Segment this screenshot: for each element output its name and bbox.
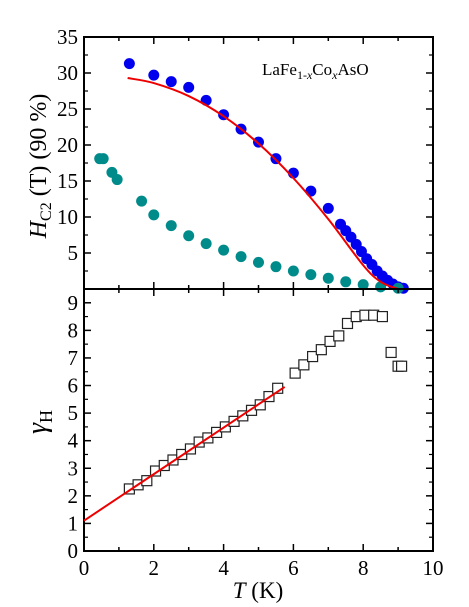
data-point-series-2 (340, 276, 352, 288)
data-point-square (385, 346, 397, 359)
y-tick-label: 2 (68, 484, 79, 508)
y-tick-label: 25 (57, 97, 78, 121)
data-point-series-2 (97, 153, 109, 165)
upper-y-axis-label: HC2 (T) (90 %) (26, 94, 55, 240)
lower-y-axis-label: γH (22, 410, 56, 434)
data-point-square (306, 350, 319, 363)
x-tick-label: 6 (288, 556, 299, 580)
x-tick-label: 2 (149, 556, 160, 580)
data-point-square (395, 360, 408, 372)
data-point-series-2 (200, 238, 212, 250)
y-tick-label: 20 (57, 133, 78, 157)
data-point-series-1 (322, 202, 334, 214)
y-tick-label: 30 (57, 61, 78, 85)
x-tick-label: 0 (79, 556, 90, 580)
data-point-series-2 (183, 230, 195, 242)
data-point-square (254, 399, 266, 411)
y-tick-label: 10 (57, 205, 78, 229)
fit-line (83, 386, 286, 522)
data-point-series-2 (235, 251, 247, 263)
upper-frame (83, 36, 434, 290)
upper-x-ticks (83, 37, 434, 289)
x-tick-label: 8 (358, 556, 369, 580)
compound-annotation: LaFe1-xCoxAsO (262, 60, 369, 82)
y-tick-label: 7 (68, 346, 79, 370)
data-point-series-2 (218, 244, 230, 256)
data-point-series-2 (165, 220, 177, 232)
data-point-series-1 (123, 58, 135, 70)
x-tick-label: 4 (218, 556, 229, 580)
data-point-series-2 (287, 265, 299, 277)
upper-y-ticks: 5 10 15 20 25 30 35 (57, 25, 433, 290)
y-tick-label: 5 (68, 401, 79, 425)
y-tick-label: 15 (57, 169, 78, 193)
y-tick-label: 1 (68, 511, 79, 535)
lower-y-ticks: 0 1 2 3 4 5 6 7 8 9 (68, 291, 433, 563)
upper-panel: 5 10 15 20 25 30 35 LaFe1-xCoxAsO HC2 (T) (90 … (26, 25, 434, 294)
data-point-square (298, 359, 310, 371)
data-point-series-1 (148, 69, 160, 81)
data-point-series-2 (136, 195, 148, 207)
data-point-series-1 (165, 76, 177, 88)
y-tick-label: 9 (68, 291, 79, 315)
y-tick-label: 8 (68, 318, 79, 342)
lower-marks (83, 309, 408, 522)
data-point-square (376, 310, 388, 323)
y-tick-label: 4 (68, 429, 79, 453)
y-tick-label: 3 (68, 456, 79, 480)
data-point-series-2 (305, 269, 317, 281)
y-tick-label: 6 (68, 374, 79, 398)
data-point-series-2 (357, 279, 369, 291)
x-tick-label: 10 (423, 556, 444, 580)
data-point-square (141, 475, 153, 487)
lower-frame (83, 288, 434, 552)
data-point-series-1 (183, 81, 195, 93)
y-tick-label: 35 (57, 25, 78, 49)
data-point-square (289, 367, 301, 379)
data-point-series-2 (270, 261, 282, 273)
data-point-square (333, 330, 345, 342)
y-tick-label: 5 (68, 241, 79, 265)
data-point-square (315, 344, 327, 356)
upper-marks (94, 58, 409, 294)
x-axis-label: T (K) (233, 578, 283, 603)
data-point-series-2 (253, 256, 264, 268)
fit-line (127, 77, 399, 290)
lower-x-ticks: 0 2 4 6 8 10 (79, 289, 444, 580)
y-tick-label: 0 (68, 539, 79, 563)
data-point-series-2 (148, 209, 160, 221)
data-point-square (341, 317, 354, 330)
data-point-series-2 (111, 174, 123, 186)
data-point-series-2 (322, 272, 334, 284)
